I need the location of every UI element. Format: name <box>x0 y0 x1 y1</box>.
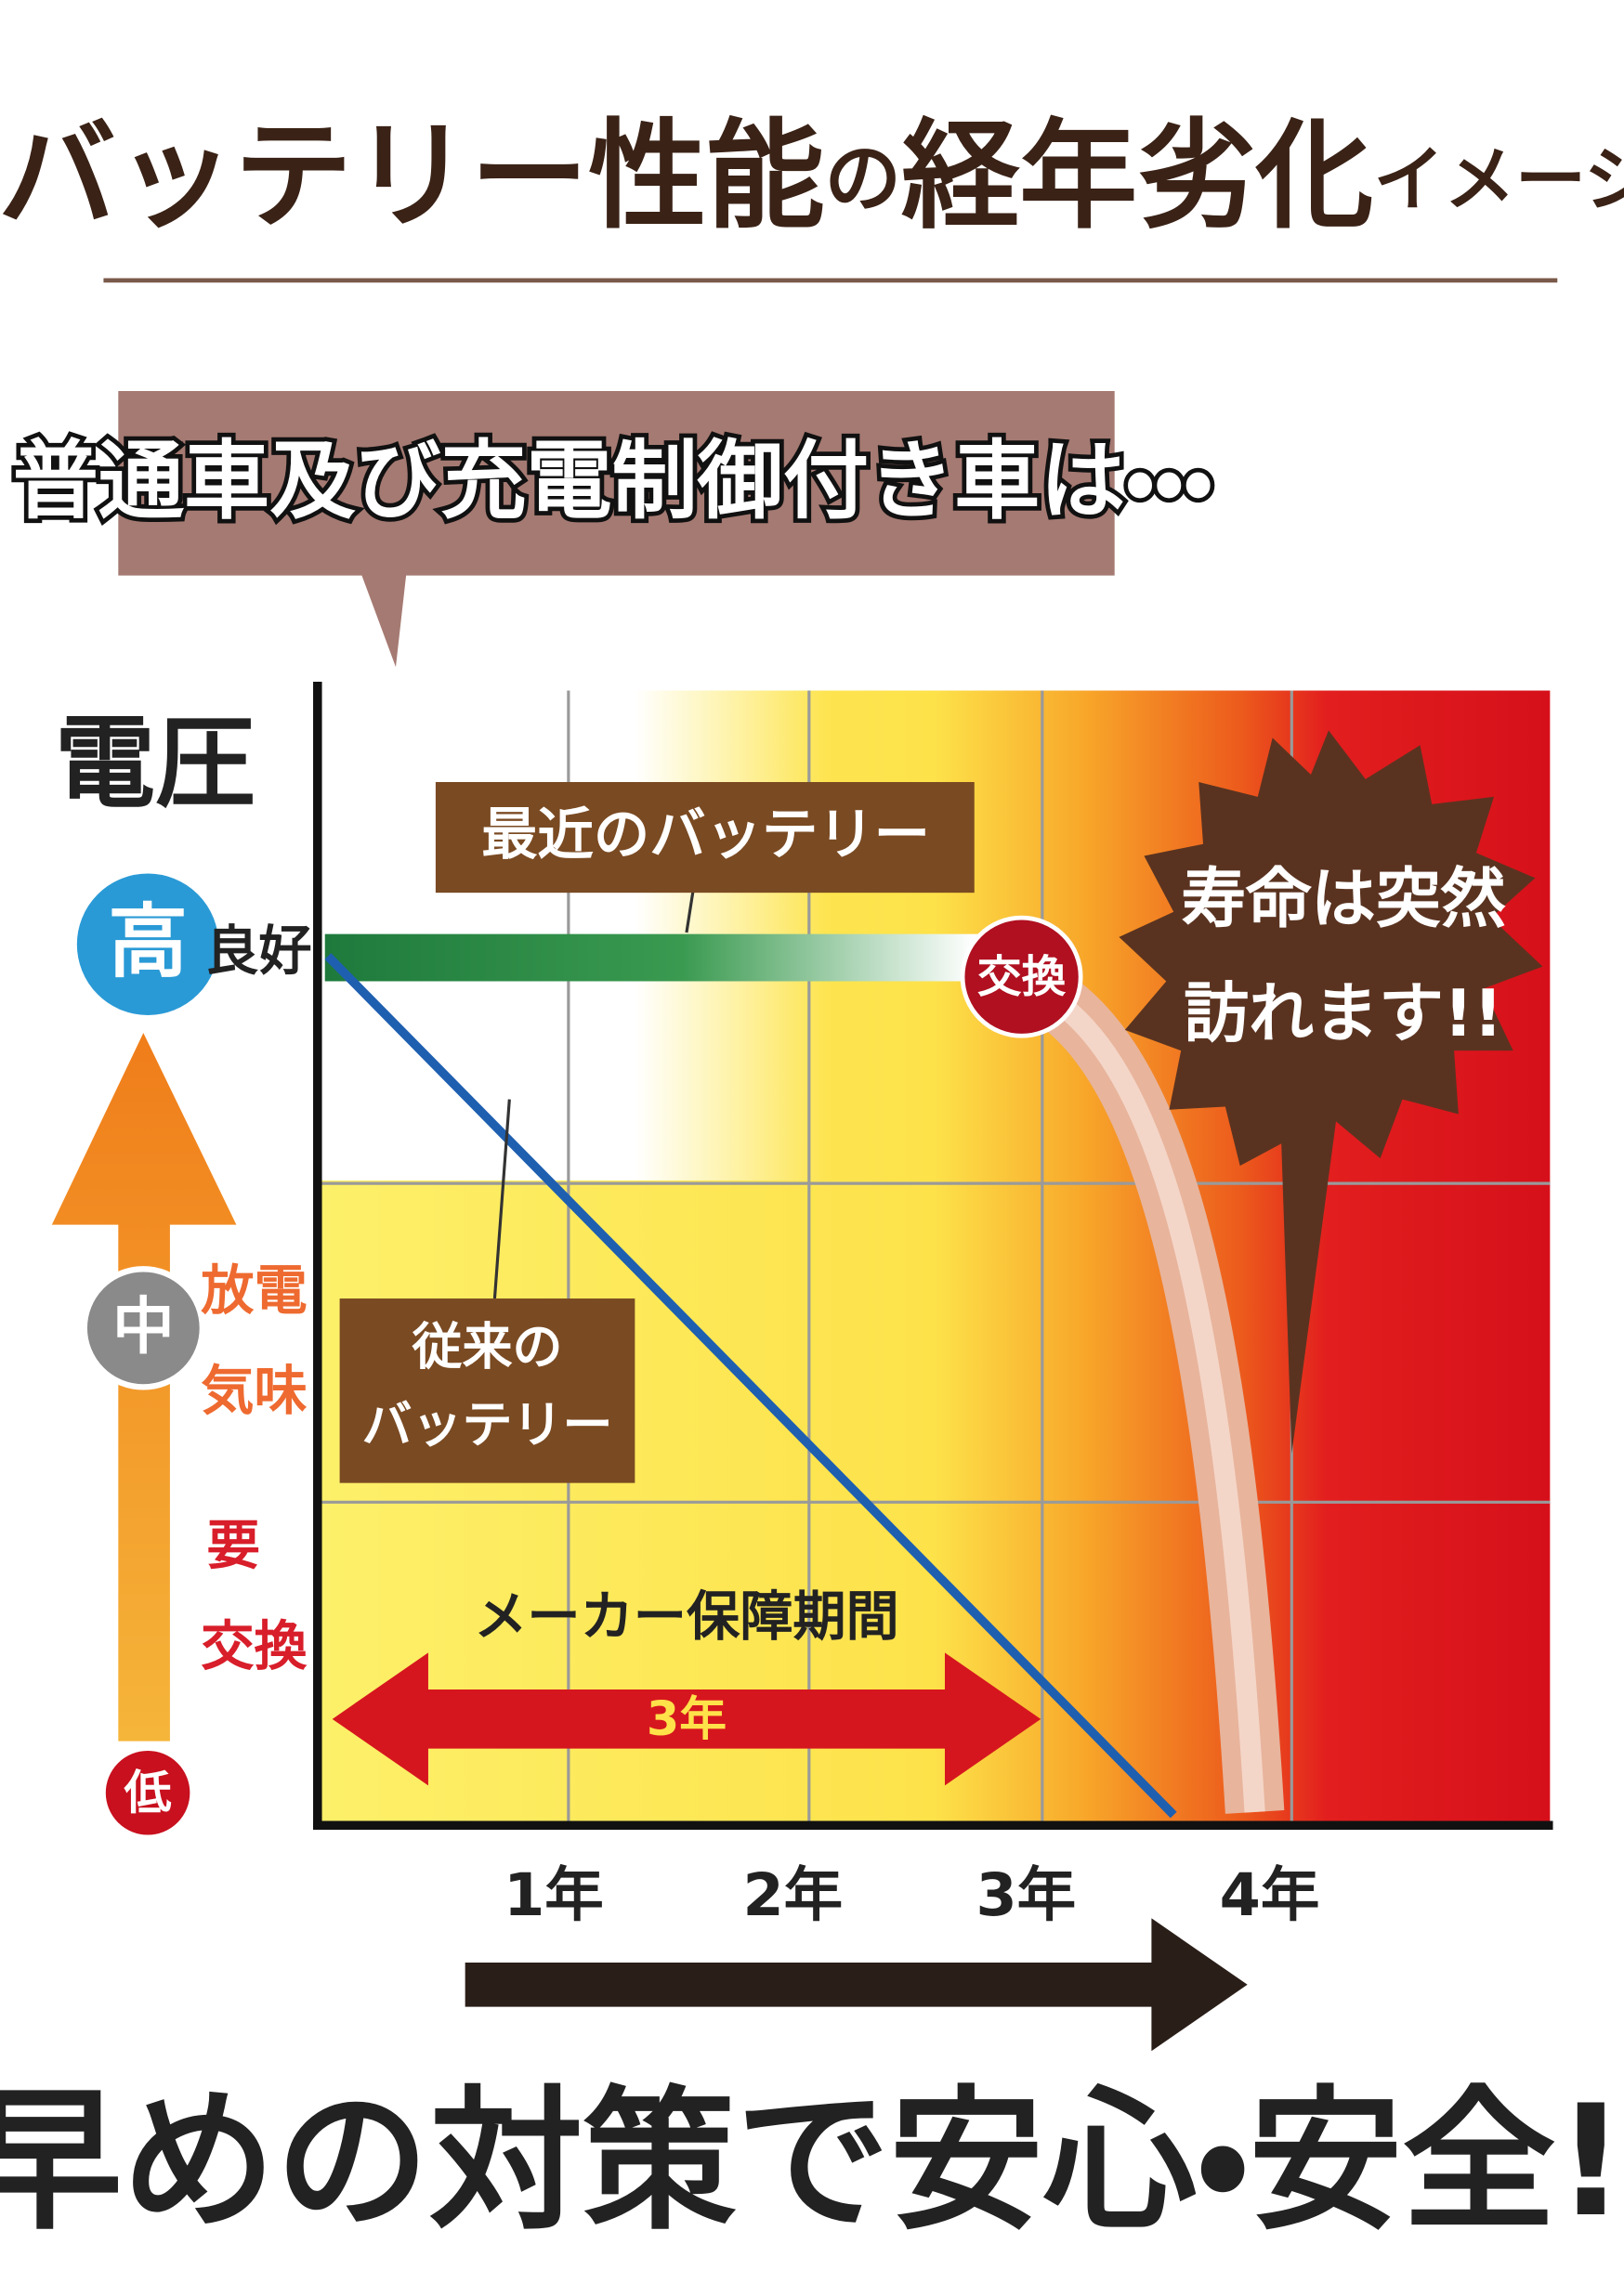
time-arrow <box>465 1918 1248 2052</box>
high-label: 高 <box>108 895 188 988</box>
title-part: の <box>824 135 901 224</box>
mid-note: 気味 <box>201 1361 307 1422</box>
x-tick-label: 2年 <box>742 1860 843 1929</box>
low-label: 低 <box>124 1765 172 1820</box>
high-badge <box>71 868 225 1022</box>
warranty-arrow <box>332 1652 1041 1786</box>
warranty-years: 3年 <box>647 1691 727 1746</box>
leader-line <box>685 884 696 933</box>
old-label-box <box>339 1298 635 1483</box>
old-label: 従来の <box>411 1317 562 1376</box>
recent-label: 最近のバッテリー <box>481 802 930 868</box>
callout-text: 普通車及び充電制御付き車は・・・ <box>13 431 1213 531</box>
old-battery-line <box>324 953 1177 1819</box>
mid-label: 中 <box>112 1290 175 1363</box>
title: バッテリー性能の経年劣化イメージ <box>0 107 1624 244</box>
x-tick-label: 4年 <box>1220 1860 1320 1929</box>
x-tick-label: 1年 <box>504 1860 604 1929</box>
callout-box <box>118 391 1115 668</box>
recent-battery-band <box>324 933 989 982</box>
low-note: 要 <box>207 1516 260 1577</box>
replace-label: 交換 <box>977 952 1067 1003</box>
old-label: バッテリー <box>361 1395 612 1454</box>
warranty-label: メーカー保障期間 <box>474 1586 899 1648</box>
title-part: イメージ <box>1373 138 1624 221</box>
footer-text: 早めの対策で安心・安全! <box>0 2072 1624 2250</box>
recent-label-box <box>435 782 975 894</box>
low-badge <box>101 1746 195 1840</box>
replace-badge <box>960 915 1083 1038</box>
low-note: 交換 <box>201 1616 308 1677</box>
y-axis-label: 電圧 <box>55 706 255 822</box>
burst-text: 訪れます!! <box>1184 976 1502 1051</box>
burst-text: 寿命は突然 <box>1181 861 1506 936</box>
mid-badge <box>81 1266 206 1390</box>
leader-line <box>492 1099 511 1299</box>
x-tick-label: 3年 <box>976 1860 1076 1929</box>
mid-note: 放電 <box>201 1260 307 1322</box>
sudden-drop-highlight <box>1015 971 1265 1813</box>
title-part: 経年劣化 <box>901 107 1373 244</box>
warning-burst <box>1119 730 1543 1454</box>
good-label: 良好 <box>205 921 311 983</box>
title-part: バッテリー性能 <box>0 107 824 244</box>
